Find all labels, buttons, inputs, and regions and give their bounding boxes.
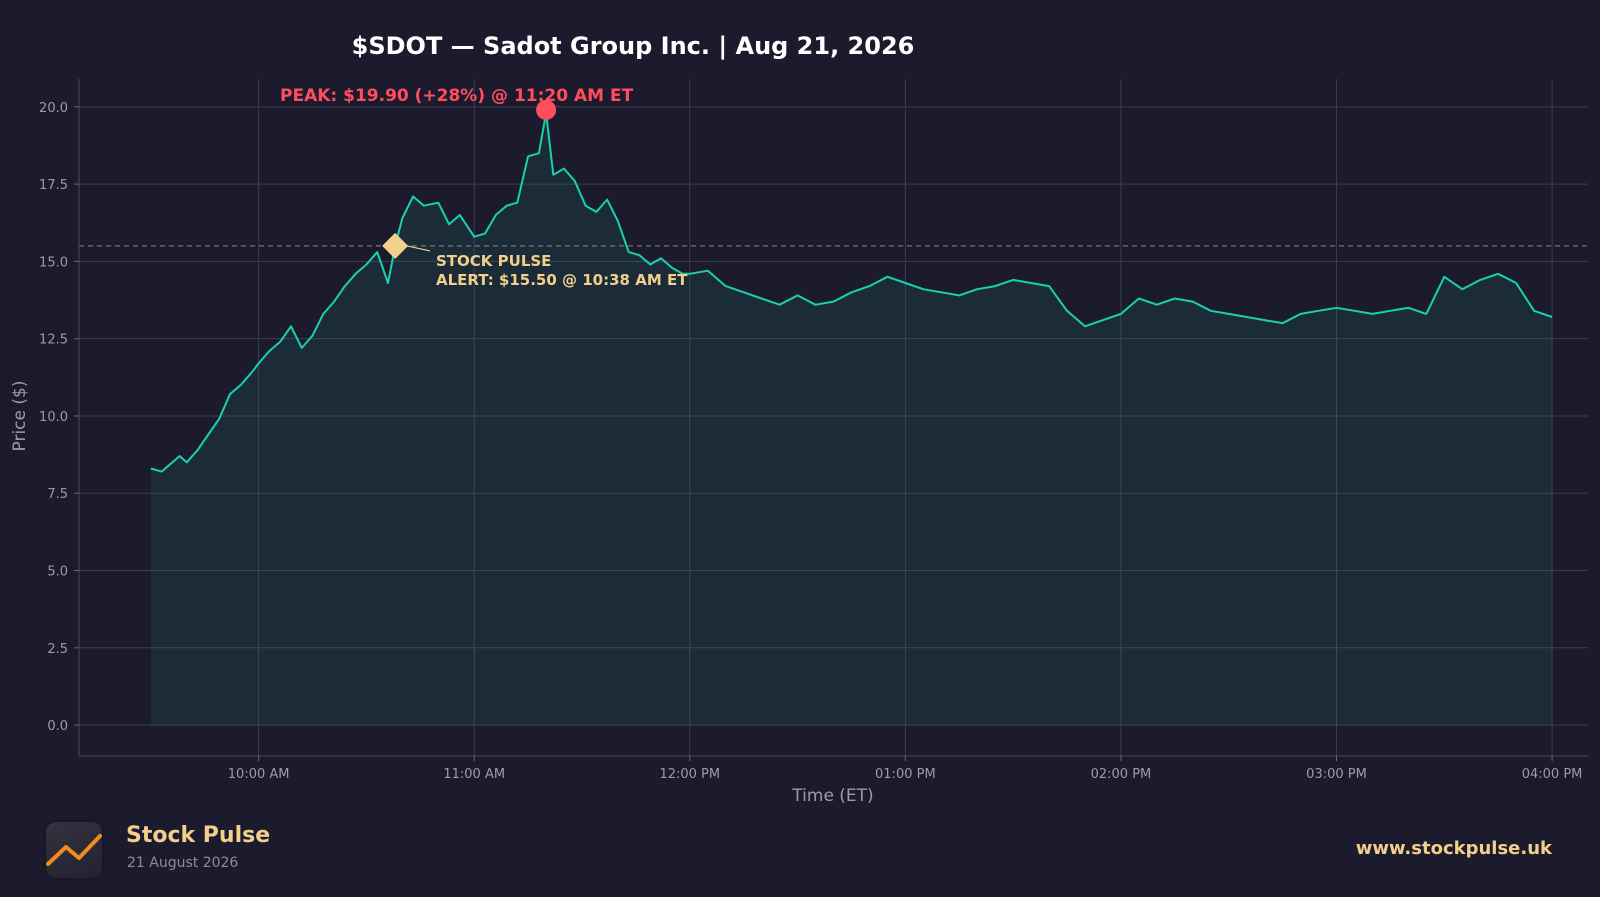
alert-connector (407, 245, 431, 252)
grid-layer (79, 79, 1588, 756)
y-tick-label: 10.0 (39, 410, 68, 425)
x-tick-label: 01:00 PM (875, 767, 936, 782)
alert-label-line2: ALERT: $15.50 @ 10:38 AM ET (436, 271, 688, 289)
chart-title: $SDOT — Sadot Group Inc. | Aug 21, 2026 (352, 32, 915, 60)
y-tick-label: 12.5 (39, 333, 68, 348)
x-tick-label: 11:00 AM (443, 767, 505, 782)
y-tick-label: 17.5 (39, 178, 68, 193)
axis-layer: 0.0 2.5 5.0 7.5 10.0 12.5 15.0 17.5 20.0 10:00 AM… (39, 79, 1588, 782)
area-layer (150, 112, 1553, 726)
peak-label: PEAK: $19.90 (+28%) @ 11:20 AM ET (280, 86, 634, 106)
x-tick-label: 03:00 PM (1306, 767, 1367, 782)
y-tick-label: 7.5 (47, 487, 68, 502)
x-tick-label: 02:00 PM (1091, 767, 1152, 782)
x-axis-label: Time (ET) (791, 786, 873, 806)
brand-date: 21 August 2026 (127, 855, 239, 871)
brand-url[interactable]: www.stockpulse.uk (1355, 838, 1552, 859)
y-tick-label: 15.0 (39, 255, 68, 270)
y-tick-label: 2.5 (47, 642, 68, 657)
alert-label-line1: STOCK PULSE (436, 252, 551, 270)
x-tick-label: 04:00 PM (1522, 767, 1583, 782)
peak-marker (536, 99, 557, 120)
alert-diamond-marker (382, 232, 409, 259)
line-chart-logo-icon (46, 834, 102, 866)
y-axis-label: Price ($) (10, 381, 30, 452)
y-tick-label: 0.0 (47, 719, 68, 734)
brand-name: Stock Pulse (126, 823, 271, 848)
x-tick-label: 10:00 AM (228, 767, 290, 782)
y-tick-label: 20.0 (39, 101, 68, 116)
brand-logo (46, 822, 102, 878)
y-tick-label: 5.0 (47, 565, 68, 580)
price-line (150, 112, 1553, 473)
x-tick-label: 12:00 PM (659, 767, 720, 782)
price-area-fill (150, 113, 1553, 726)
annotation-layer: PEAK: $19.90 (+28%) @ 11:20 AM ET STOCK P… (280, 86, 688, 289)
